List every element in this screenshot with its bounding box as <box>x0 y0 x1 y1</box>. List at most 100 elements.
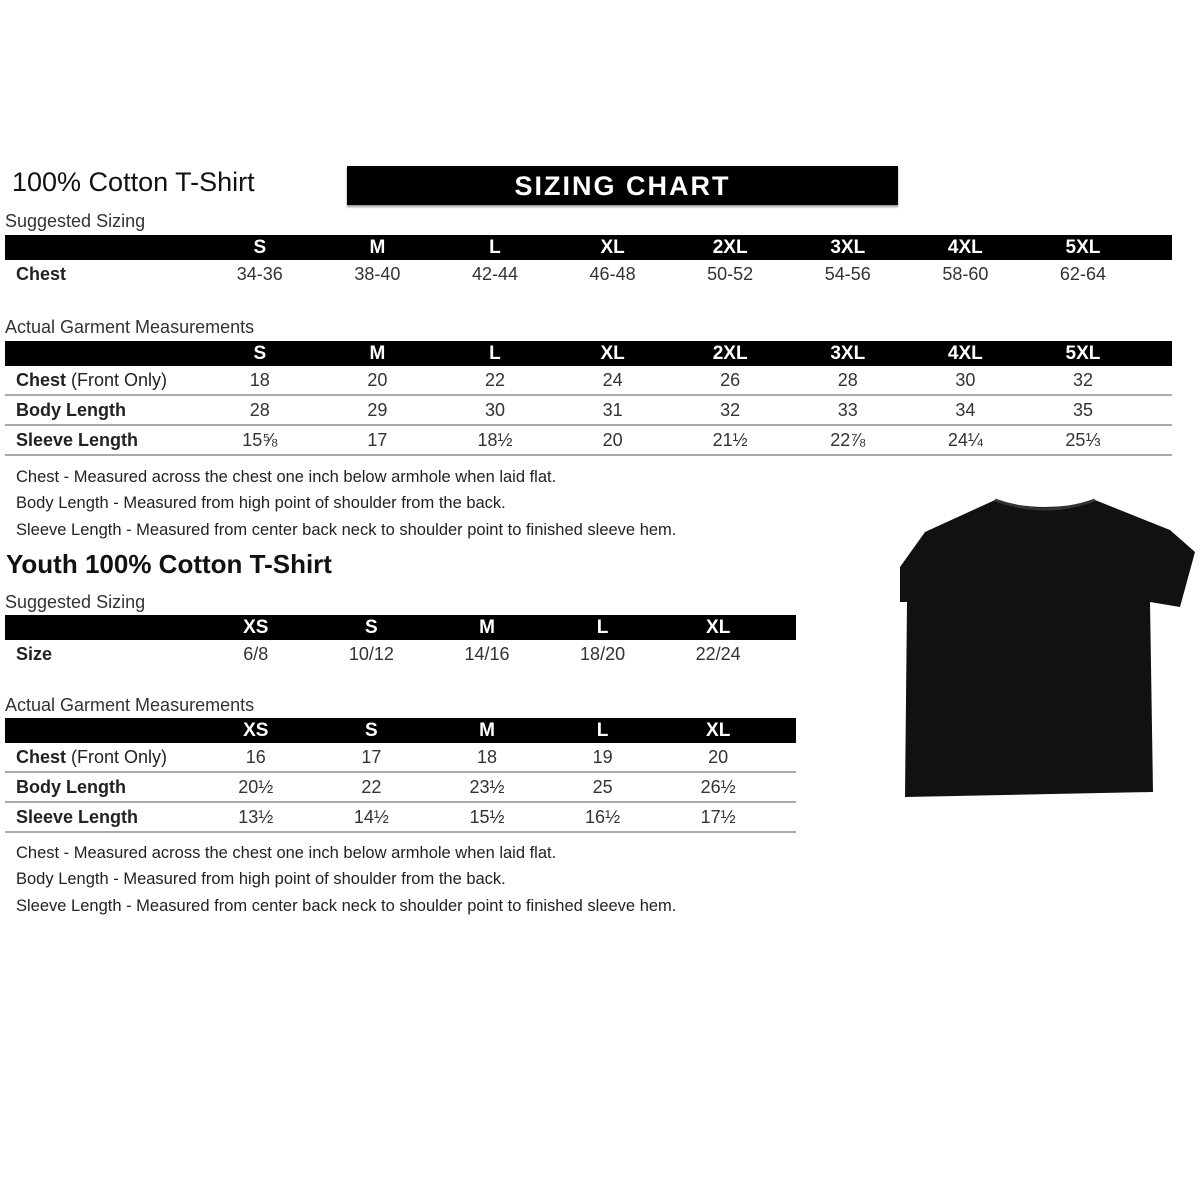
table-cell: 34 <box>955 400 976 420</box>
youth-suggested-label: Suggested Sizing <box>5 592 146 612</box>
table-cell: 23½ <box>469 777 505 797</box>
table-row: Body Length 20½ 22 23½ 25 26½ <box>5 773 796 803</box>
t-shirt-icon <box>900 498 1195 797</box>
table-cell: 10/12 <box>348 644 394 664</box>
table-cell: 22⅞ <box>830 430 866 450</box>
table-cell: 62-64 <box>1059 264 1106 284</box>
size-header: M <box>369 343 386 364</box>
sizing-chart-banner: SIZING CHART <box>347 166 898 205</box>
table-cell: 13½ <box>238 807 274 827</box>
table-cell: 15½ <box>469 807 505 827</box>
size-header: 4XL <box>947 343 983 364</box>
size-header: 2XL <box>712 237 748 258</box>
table-cell: 20 <box>367 370 388 390</box>
table-row: Sleeve Length 13½ 14½ 15½ 16½ 17½ <box>5 803 796 833</box>
table-cell: 14½ <box>353 807 389 827</box>
table-cell: 54-56 <box>824 264 871 284</box>
table-cell: 17 <box>361 747 382 767</box>
table-cell: 28 <box>249 400 270 420</box>
size-header: 3XL <box>830 237 866 258</box>
table-row: Size 6/8 10/12 14/16 18/20 22/24 <box>5 640 796 668</box>
table-cell: 14/16 <box>464 644 510 664</box>
table-cell: 50-52 <box>707 264 754 284</box>
adult-note-body-length: Body Length - Measured from high point o… <box>16 494 506 512</box>
table-cell: 46-48 <box>589 264 636 284</box>
table-cell: 30 <box>955 370 976 390</box>
table-cell: 26½ <box>700 777 736 797</box>
table-cell: 22 <box>361 777 382 797</box>
header-spacer <box>5 341 201 366</box>
youth-title: Youth 100% Cotton T-Shirt <box>6 549 332 579</box>
size-header: S <box>365 617 378 638</box>
table-cell: 18½ <box>477 430 513 450</box>
table-cell: 33 <box>837 400 858 420</box>
size-header-row: XS S M L XL <box>5 615 796 640</box>
row-label: Chest (Front Only) <box>5 743 198 771</box>
adult-suggested-table: S M L XL 2XL 3XL 4XL 5XL Chest 34-36 38-40 42-44 46-… <box>5 235 1172 288</box>
table-cell: 16½ <box>585 807 621 827</box>
row-label-text: Sleeve Length <box>16 807 139 827</box>
table-cell: 21½ <box>712 430 748 450</box>
size-header: 4XL <box>947 237 983 258</box>
table-cell: 22 <box>484 370 505 390</box>
table-cell: 26 <box>720 370 741 390</box>
row-label: Body Length <box>5 773 198 801</box>
size-header: 2XL <box>712 343 748 364</box>
header-spacer <box>5 235 201 260</box>
size-header-row: S M L XL 2XL 3XL 4XL 5XL <box>5 341 1172 366</box>
table-cell: 20½ <box>238 777 274 797</box>
row-label: Body Length <box>5 396 201 424</box>
table-cell: 15⅝ <box>242 430 278 450</box>
size-header: L <box>596 617 609 638</box>
row-label-text: Chest <box>16 370 67 390</box>
row-label: Sleeve Length <box>5 426 201 454</box>
table-cell: 34-36 <box>236 264 283 284</box>
row-label-extra: (Front Only) <box>66 370 168 390</box>
row-label-text: Body Length <box>16 400 126 420</box>
table-cell: 20 <box>602 430 623 450</box>
size-header-row: S M L XL 2XL 3XL 4XL 5XL <box>5 235 1172 260</box>
row-label: Sleeve Length <box>5 803 198 831</box>
table-cell: 17 <box>367 430 388 450</box>
adult-note-sleeve-length: Sleeve Length - Measured from center bac… <box>16 521 677 539</box>
size-header: XL <box>600 237 625 258</box>
table-cell: 17½ <box>700 807 736 827</box>
table-row: Chest (Front Only) 18 20 22 24 26 28 30 32 <box>5 366 1172 396</box>
table-cell: 25⅓ <box>1065 430 1101 450</box>
adult-actual-label: Actual Garment Measurements <box>5 317 255 337</box>
adult-actual-table: S M L XL 2XL 3XL 4XL 5XL Chest (Front Only) 18 20 2… <box>5 341 1172 456</box>
table-cell: 29 <box>367 400 388 420</box>
table-cell: 25 <box>592 777 613 797</box>
size-header: L <box>596 720 609 741</box>
table-row: Body Length 28 29 30 31 32 33 34 35 <box>5 396 1172 426</box>
table-cell: 6/8 <box>243 644 269 664</box>
row-label-text: Body Length <box>16 777 126 797</box>
table-cell: 18 <box>249 370 270 390</box>
row-label-text: Sleeve Length <box>16 430 139 450</box>
adult-title: 100% Cotton T-Shirt <box>12 167 255 197</box>
row-label: Size <box>5 640 198 668</box>
row-label: Chest (Front Only) <box>5 366 201 394</box>
table-cell: 32 <box>720 400 741 420</box>
header-spacer <box>5 615 198 640</box>
size-header: L <box>489 237 501 258</box>
size-header: 3XL <box>830 343 866 364</box>
table-cell: 42-44 <box>471 264 518 284</box>
table-cell: 16 <box>245 747 266 767</box>
row-label: Chest <box>5 260 201 288</box>
size-header: XL <box>600 343 625 364</box>
size-header: 5XL <box>1065 343 1101 364</box>
table-cell: 19 <box>592 747 613 767</box>
row-label-text: Chest <box>16 264 67 284</box>
table-row: Chest (Front Only) 16 17 18 19 20 <box>5 743 796 773</box>
size-header: M <box>479 617 495 638</box>
table-cell: 24 <box>602 370 623 390</box>
table-row: Chest 34-36 38-40 42-44 46-48 50-52 54-56 58-60… <box>5 260 1172 288</box>
youth-actual-label: Actual Garment Measurements <box>5 695 255 715</box>
table-cell: 18/20 <box>580 644 626 664</box>
size-header: S <box>365 720 378 741</box>
row-label-extra: (Front Only) <box>66 747 168 767</box>
youth-note-chest: Chest - Measured across the chest one in… <box>16 844 557 862</box>
table-cell: 31 <box>602 400 623 420</box>
